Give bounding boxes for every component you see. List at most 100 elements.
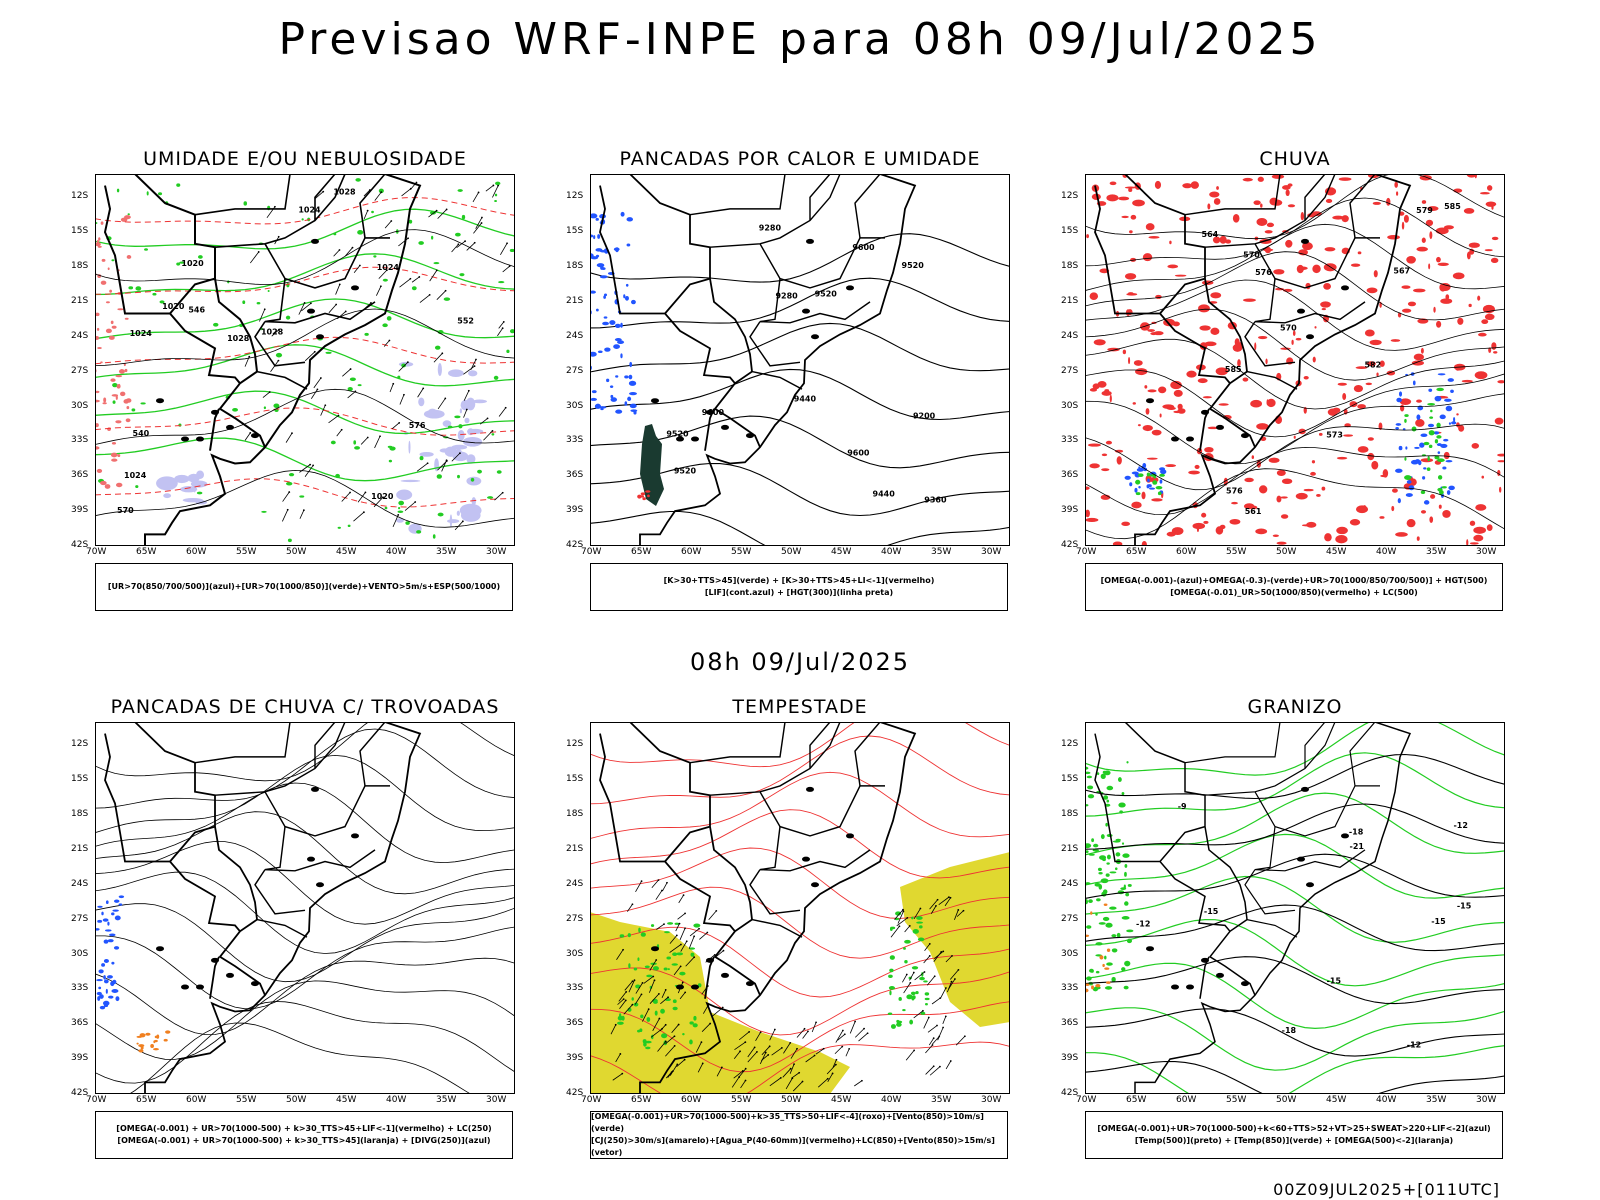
lake-mark	[226, 972, 234, 978]
humidity-high-levels-cell	[459, 408, 462, 414]
wind-vector-head	[709, 1022, 712, 1025]
divergence-blue-cell	[105, 988, 108, 994]
contour-label: 585	[1444, 202, 1461, 211]
streamlines-250	[95, 722, 515, 1094]
omega-ur-red-cell	[1321, 308, 1326, 311]
country-border	[169, 277, 216, 315]
lat-tick-label: 39S	[566, 505, 584, 516]
wind-vector-head	[935, 904, 937, 907]
lake-mark	[1171, 984, 1179, 990]
lat-tick-label: 12S	[71, 191, 89, 202]
omega-ur-red-cell	[1497, 453, 1505, 457]
omega-green-cell	[1436, 422, 1441, 428]
omega-ur-red-cell	[1104, 389, 1110, 392]
omega-blue-cell	[1444, 398, 1452, 402]
contour-label: 1020	[162, 302, 185, 311]
lat-tick-label: 33S	[566, 435, 584, 446]
lat-tick-label: 36S	[71, 1018, 89, 1029]
thickness-red-speckle-cell	[125, 418, 131, 423]
humidity-low-speckle-cell	[176, 183, 181, 187]
omega-ur-red-cell	[1101, 468, 1110, 472]
humidity-low-speckle-cell	[416, 530, 422, 534]
lon-tick-label: 55W	[1226, 1095, 1247, 1105]
thickness-dashed	[95, 196, 515, 508]
wind-vector-head	[831, 1072, 834, 1075]
wind-vector	[662, 882, 668, 892]
lat-tick-label: 12S	[566, 191, 584, 202]
lat-tick-label: 30S	[71, 400, 89, 411]
wind-vector	[485, 185, 494, 192]
temp850-speckle-cell	[1126, 929, 1134, 933]
wind-vectors	[244, 181, 511, 531]
lon-tick-label: 60W	[1176, 547, 1197, 557]
thickness-red-speckle-cell	[100, 480, 107, 486]
omega-green-cell	[1427, 456, 1430, 462]
wind-850-green-cell	[920, 1011, 926, 1015]
omega-ur-red-cell	[1355, 366, 1368, 370]
wind-vector-head	[619, 1053, 622, 1055]
humidity-low-speckle-cell	[457, 474, 460, 479]
lake-mark	[1297, 308, 1305, 314]
lake-mark	[1341, 285, 1349, 291]
lon-tick-label: 30W	[1476, 547, 1497, 557]
humidity-low-speckle-cell	[506, 349, 510, 354]
omega-ur-red-cell	[1093, 339, 1106, 346]
temp850-speckle-cell	[1088, 853, 1095, 856]
lon-tick-label: 50W	[781, 547, 802, 557]
temp850-speckle-cell	[1096, 772, 1100, 776]
base-map	[104, 722, 422, 1094]
wind-vector-head	[322, 190, 325, 193]
lake-mark	[802, 856, 810, 862]
omega-ur-red-cell	[1151, 429, 1162, 436]
wind-vector-head	[486, 417, 489, 420]
wind-vector-head	[277, 359, 280, 362]
omega-blue-cell	[1138, 466, 1141, 469]
omega-ur-red-cell	[1421, 237, 1426, 243]
temp850-speckle-cell	[1106, 962, 1113, 966]
omega-ur-red-cell	[1215, 367, 1229, 376]
state-border	[214, 722, 346, 796]
humidity-low-speckle-cell	[157, 192, 163, 196]
country-border	[134, 174, 266, 448]
wind-vector-head	[349, 491, 351, 494]
wind-vector-head	[954, 978, 956, 980]
omega-ur-red-cell	[1182, 183, 1193, 189]
wind-vector-head	[277, 235, 280, 238]
wind-vector	[954, 909, 959, 920]
wind-vector-head	[807, 1030, 809, 1033]
omega-ur-red-cell	[1109, 181, 1117, 186]
omega-ur-red-cell	[1116, 456, 1122, 465]
lon-tick-label: 40W	[1376, 1095, 1397, 1105]
omega-blue-cell	[1397, 498, 1401, 504]
omega-ur-red-cell	[1154, 180, 1162, 189]
humidity-low-speckle-cell	[398, 500, 405, 506]
wind-vector-head	[671, 1070, 674, 1072]
humidity-low-speckle-cell	[299, 495, 305, 498]
contour-label: -15	[1204, 907, 1219, 916]
contour-label: 9520	[674, 467, 697, 476]
streamlines-250-line	[95, 980, 515, 1060]
lon-tick-label: 65W	[136, 547, 157, 557]
omega-ur-red-cell	[1151, 498, 1163, 502]
humidity-low-speckle-cell	[273, 403, 280, 408]
lon-tick-label: 35W	[1426, 1095, 1447, 1105]
wind-vector-head	[843, 1033, 846, 1036]
wind-vector-head	[683, 1058, 686, 1061]
state-border	[1304, 722, 1326, 769]
omega-blue-cell	[1437, 373, 1446, 376]
legend-umidade: [UR>70(850/700/500)](azul)+[UR>70(1000/8…	[95, 563, 513, 611]
divergence-blue-cell	[101, 911, 104, 916]
wind-vector-head	[506, 242, 508, 245]
country-border	[1124, 174, 1256, 448]
humidity-high-levels-cell	[396, 489, 413, 501]
wind-vector	[498, 407, 507, 417]
state-border	[1184, 174, 1281, 216]
lat-tick-label: 21S	[71, 843, 89, 854]
humidity-low-levels-line	[95, 390, 515, 435]
temp500-contours-line	[1085, 853, 1505, 899]
lat-tick-label: 21S	[1061, 295, 1079, 306]
omega-ur-red-cell	[1142, 253, 1153, 262]
omega-ur-red-cell	[1399, 398, 1412, 405]
contour-label: 9600	[847, 449, 870, 458]
